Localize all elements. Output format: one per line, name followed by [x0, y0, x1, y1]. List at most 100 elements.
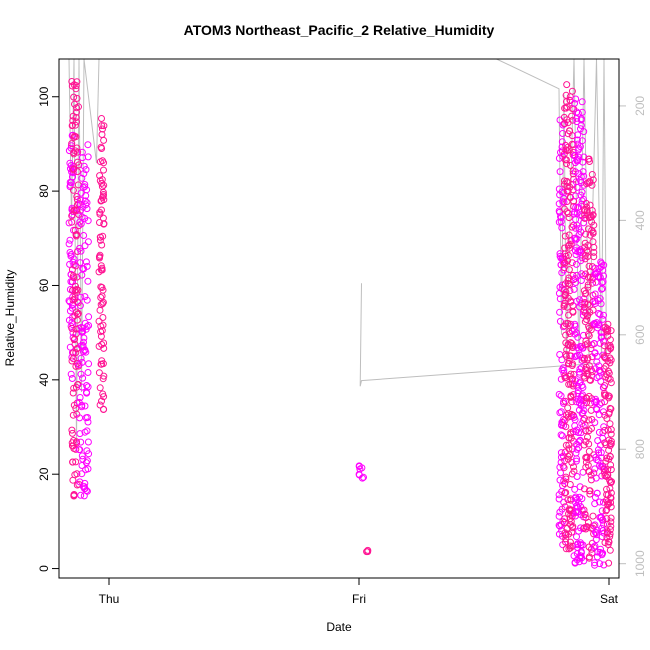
- data-point: [588, 425, 595, 432]
- data-point: [84, 153, 92, 161]
- data-point: [356, 465, 364, 473]
- data-point: [562, 473, 570, 481]
- data-point: [601, 391, 609, 399]
- data-point: [560, 519, 568, 526]
- data-point: [79, 348, 87, 356]
- data-point: [591, 521, 599, 529]
- data-point: [579, 158, 587, 166]
- data-point: [569, 524, 576, 532]
- data-point: [100, 393, 108, 401]
- data-point: [573, 533, 580, 541]
- data-point: [584, 283, 592, 291]
- data-point: [78, 462, 86, 469]
- data-point: [84, 369, 92, 376]
- data-point: [567, 392, 575, 400]
- data-point: [580, 219, 587, 227]
- data-point: [68, 353, 76, 361]
- data-point: [562, 320, 570, 328]
- data-point: [71, 121, 79, 129]
- data-point: [98, 241, 106, 249]
- data-point: [97, 197, 105, 205]
- data-point: [571, 234, 579, 242]
- data-point: [562, 331, 570, 339]
- data-point: [588, 181, 596, 189]
- data-point: [69, 173, 76, 181]
- data-point: [578, 270, 586, 278]
- y-tick-label: 20: [37, 467, 51, 481]
- data-point: [573, 118, 581, 126]
- data-point: [69, 458, 77, 466]
- data-point: [81, 428, 89, 436]
- data-point: [561, 156, 569, 164]
- data-point: [77, 342, 85, 350]
- data-point: [578, 395, 586, 403]
- data-point: [81, 293, 89, 301]
- data-point: [593, 489, 601, 497]
- data-point: [603, 325, 611, 333]
- data-point: [74, 310, 82, 317]
- data-point: [584, 211, 592, 219]
- data-point: [99, 375, 107, 383]
- data-point: [67, 370, 75, 378]
- data-point: [568, 87, 576, 95]
- data-point: [575, 225, 583, 233]
- data-point: [66, 181, 74, 189]
- data-point: [83, 427, 91, 435]
- data-point: [72, 458, 80, 466]
- data-point: [592, 278, 600, 286]
- data-point: [585, 332, 593, 340]
- data-point: [556, 409, 564, 417]
- data-point: [600, 337, 607, 345]
- data-point: [562, 141, 570, 149]
- data-point: [600, 423, 608, 431]
- data-point: [76, 259, 84, 267]
- data-point: [605, 559, 613, 567]
- data-point: [68, 82, 76, 90]
- data-point: [98, 397, 105, 405]
- data-point: [96, 236, 104, 244]
- data-point: [96, 401, 104, 409]
- data-point: [73, 78, 81, 86]
- data-point: [100, 220, 108, 228]
- data-point: [563, 81, 571, 89]
- data-point: [601, 469, 608, 477]
- data-point: [607, 379, 615, 387]
- data-point: [77, 220, 85, 228]
- data-point: [591, 500, 599, 508]
- data-point: [571, 485, 579, 493]
- data-point: [591, 290, 599, 298]
- data-point: [582, 525, 590, 533]
- data-point: [557, 431, 565, 439]
- data-point: [81, 319, 89, 327]
- data-point: [581, 211, 589, 219]
- data-point: [603, 506, 611, 514]
- data-point: [578, 364, 585, 372]
- data-point: [587, 345, 595, 353]
- data-point: [560, 464, 568, 472]
- data-point: [584, 225, 592, 233]
- data-point: [586, 487, 594, 495]
- data-point: [98, 264, 106, 272]
- data-point: [73, 286, 80, 293]
- data-point: [582, 458, 590, 466]
- data-point: [582, 438, 590, 445]
- data-point: [587, 471, 595, 479]
- data-point: [80, 162, 88, 170]
- data-point: [573, 329, 580, 337]
- data-point: [557, 449, 565, 457]
- data-point: [568, 343, 576, 351]
- data-point: [569, 116, 577, 124]
- data-point: [562, 535, 570, 543]
- data-point: [589, 211, 597, 219]
- data-point: [575, 444, 583, 452]
- data-point: [570, 463, 577, 471]
- data-point: [606, 404, 614, 412]
- data-point: [97, 233, 104, 241]
- data-point: [586, 490, 594, 498]
- data-point: [577, 191, 585, 199]
- data-point: [578, 108, 586, 116]
- data-point: [76, 302, 84, 310]
- data-point: [73, 193, 81, 200]
- data-point: [576, 296, 583, 304]
- data-point: [99, 314, 107, 321]
